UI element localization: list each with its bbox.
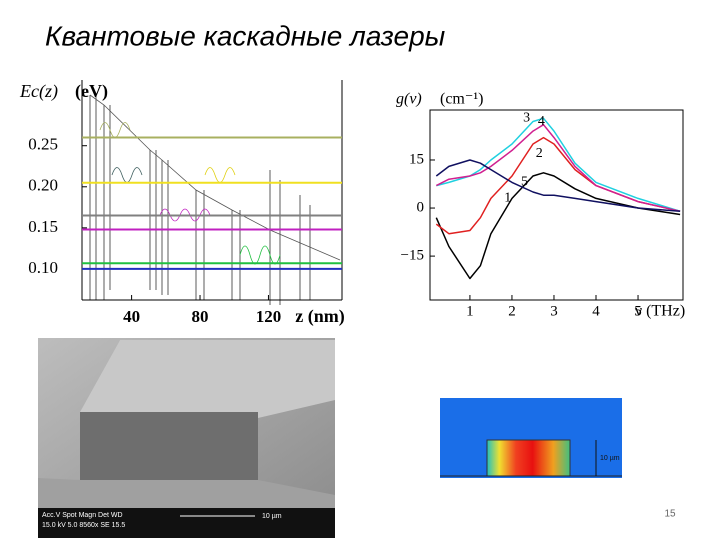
series-line xyxy=(436,117,681,212)
y-axis-label: g(ν) xyxy=(396,91,422,108)
y-tick-label: 15 xyxy=(409,151,424,167)
x-axis-label: z (nm) xyxy=(295,306,344,327)
y-tick-label: 0.15 xyxy=(28,217,58,236)
series-label: 5 xyxy=(521,175,528,190)
x-tick-label: 120 xyxy=(256,307,282,326)
sem-image: Acc.V Spot Magn Det WD 15.0 kV 5.0 8560x… xyxy=(38,338,335,538)
series-line xyxy=(435,123,681,212)
x-tick-label: 4 xyxy=(592,303,600,319)
y-axis-label: Ec(z) xyxy=(19,81,58,102)
y-tick-label: 0.10 xyxy=(28,258,58,277)
plot-frame xyxy=(429,109,684,301)
y-tick-label: 0 xyxy=(417,199,425,215)
x-tick-label: 40 xyxy=(123,307,140,326)
y-tick-label: −15 xyxy=(401,248,424,264)
y-tick-label: 0.25 xyxy=(28,135,58,154)
series-label: 4 xyxy=(538,114,545,129)
x-axis-label: ν (THz) xyxy=(635,303,685,320)
y-axis-unit: (cm⁻¹) xyxy=(440,91,483,108)
band-profile xyxy=(89,94,341,305)
y-axis-unit: (eV) xyxy=(75,81,108,102)
slide-title: Квантовые каскадные лазеры xyxy=(45,20,446,51)
x-tick-label: 3 xyxy=(550,303,558,319)
series-line xyxy=(435,159,681,212)
mode-image: 10 µm xyxy=(440,398,622,478)
mode-scale: 10 µm xyxy=(600,455,620,462)
x-tick-label: 5 xyxy=(634,303,642,319)
series-line xyxy=(435,172,681,280)
sem-info: Acc.V Spot Magn Det WD xyxy=(42,512,123,519)
x-tick-label: 1 xyxy=(466,303,474,319)
y-tick-label: 0.20 xyxy=(28,176,58,195)
series-label: 3 xyxy=(523,111,530,126)
series-line xyxy=(435,136,681,235)
sem-scale: 10 µm xyxy=(262,513,282,520)
sem-info: 15.0 kV 5.0 8560x SE 15.5 xyxy=(42,522,125,529)
x-tick-label: 80 xyxy=(192,307,209,326)
page-number: 15 xyxy=(664,509,676,520)
series-label: 2 xyxy=(536,146,543,161)
x-tick-label: 2 xyxy=(508,303,516,319)
series-label: 1 xyxy=(504,191,511,206)
